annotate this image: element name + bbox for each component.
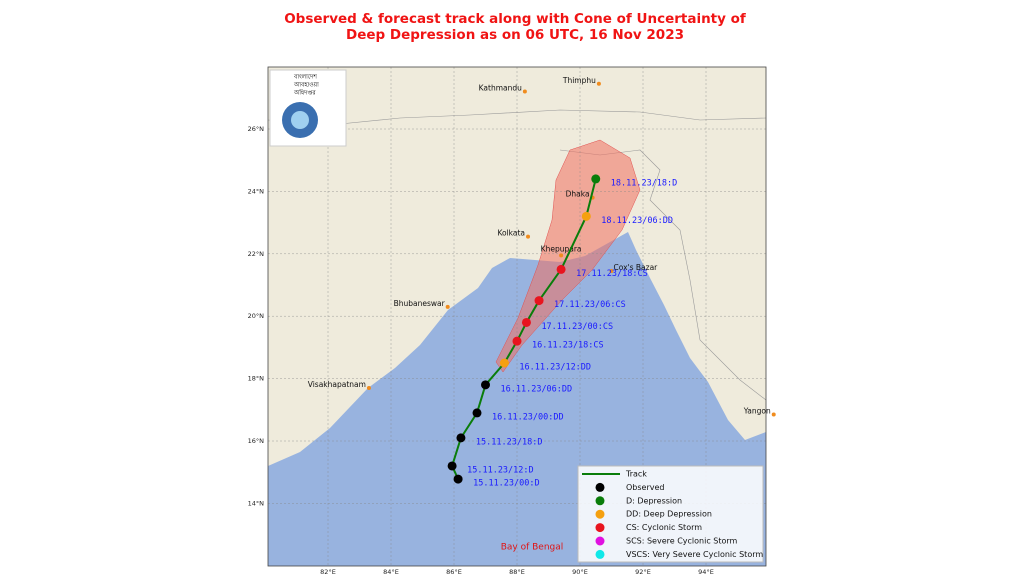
city-label: Thimphu bbox=[562, 76, 596, 85]
y-tick-label: 16°N bbox=[248, 437, 265, 445]
y-tick-label: 24°N bbox=[248, 187, 265, 195]
track-label: 18.11.23/18:D bbox=[611, 178, 678, 188]
y-tick-label: 14°N bbox=[248, 499, 265, 507]
y-tick-label: 20°N bbox=[248, 312, 265, 320]
track-point bbox=[581, 211, 591, 221]
track-label: 16.11.23/12:DD bbox=[519, 363, 591, 373]
x-tick-label: 86°E bbox=[446, 568, 462, 576]
track-point bbox=[481, 380, 490, 390]
x-tick-label: 88°E bbox=[509, 568, 525, 576]
city-marker bbox=[559, 253, 564, 258]
track-point bbox=[447, 461, 457, 471]
legend-label: Observed bbox=[626, 483, 665, 492]
city-label: Yangon bbox=[743, 406, 771, 415]
y-tick-label: 22°N bbox=[248, 250, 265, 258]
track-label: 17.11.23/00:CS bbox=[541, 322, 613, 332]
track-point bbox=[472, 408, 482, 418]
track-point bbox=[591, 174, 601, 184]
legend-label: Track bbox=[625, 470, 647, 479]
city-label: Visakhapatnam bbox=[308, 380, 366, 389]
legend-label: CS: Cyclonic Storm bbox=[626, 523, 702, 532]
track-label: 17.11.23/06:CS bbox=[554, 300, 626, 310]
x-tick-label: 90°E bbox=[572, 568, 588, 576]
legend-swatch bbox=[595, 496, 605, 506]
legend: Track Observed D: Depression DD: Deep Depre… bbox=[577, 465, 764, 563]
track-point bbox=[534, 296, 544, 306]
track-label: 16.11.23/00:DD bbox=[492, 412, 564, 422]
region-label: Bay of Bengal bbox=[501, 543, 564, 553]
track-point bbox=[499, 358, 509, 368]
logo: বাংলাদেশ আবহাওয়া অধিদপ্তর bbox=[269, 69, 347, 147]
x-tick-label: 92°E bbox=[635, 568, 651, 576]
track-label: 15.11.23/12:D bbox=[467, 465, 534, 475]
city-marker bbox=[609, 268, 614, 273]
y-tick-label: 18°N bbox=[248, 375, 265, 383]
city-label: Kathmandu bbox=[479, 84, 522, 93]
y-tick-label: 26°N bbox=[248, 125, 265, 133]
track-label: 15.11.23/00:D bbox=[473, 479, 540, 489]
track-label: 17.11.23/18:CS bbox=[576, 269, 648, 279]
track-point bbox=[453, 474, 463, 484]
x-tick-label: 84°E bbox=[383, 568, 399, 576]
legend-swatch bbox=[595, 509, 605, 519]
track-point bbox=[456, 433, 466, 443]
city-label: Bhubaneswar bbox=[394, 299, 446, 308]
legend-swatch bbox=[595, 482, 605, 492]
legend-label: VSCS: Very Severe Cyclonic Storm bbox=[626, 550, 763, 559]
track-label: 15.11.23/18:D bbox=[476, 437, 543, 447]
grid bbox=[268, 67, 766, 566]
title-line: Observed & forecast track along with Con… bbox=[284, 11, 746, 27]
x-tick-label: 94°E bbox=[698, 568, 714, 576]
city-label: Kolkata bbox=[497, 229, 525, 238]
track-point bbox=[512, 336, 522, 346]
track-label: 16.11.23/18:CS bbox=[532, 341, 604, 351]
city-label: Khepupara bbox=[541, 244, 582, 253]
legend-label: DD: Deep Depression bbox=[626, 510, 712, 519]
city-marker bbox=[526, 234, 531, 239]
city-marker bbox=[771, 412, 776, 417]
track-label: 16.11.23/06:DD bbox=[501, 384, 573, 394]
frame bbox=[267, 66, 767, 567]
city-label: Cox's Bazar bbox=[614, 263, 659, 272]
city-marker bbox=[366, 385, 371, 390]
city-marker bbox=[596, 81, 601, 86]
track-label: 18.11.23/06:DD bbox=[601, 216, 673, 226]
city-label: Dhaka bbox=[566, 190, 590, 199]
logo-emblem bbox=[291, 111, 309, 129]
x-tick-label: 82°E bbox=[320, 568, 336, 576]
features: Kathmandu Thimphu Dhaka Kolkata Khepupara Cox… bbox=[308, 76, 776, 489]
logo-text: অধিদপ্তর bbox=[293, 90, 316, 97]
legend-box bbox=[577, 465, 764, 563]
track-point bbox=[556, 264, 566, 274]
legend-swatch bbox=[595, 549, 605, 559]
city-marker bbox=[522, 89, 527, 94]
legend-label: SCS: Severe Cyclonic Storm bbox=[626, 537, 738, 546]
track-line bbox=[451, 178, 597, 480]
legend-swatch bbox=[595, 536, 605, 546]
city-marker bbox=[445, 304, 450, 309]
legend-label: D: Depression bbox=[626, 496, 682, 505]
logo-text: আবহাওয়া bbox=[293, 82, 319, 89]
legend-swatch bbox=[595, 523, 605, 533]
track-point bbox=[521, 317, 531, 327]
title-line: Deep Depression as on 06 UTC, 16 Nov 202… bbox=[346, 27, 684, 43]
logo-text: বাংলাদেশ bbox=[293, 74, 317, 81]
